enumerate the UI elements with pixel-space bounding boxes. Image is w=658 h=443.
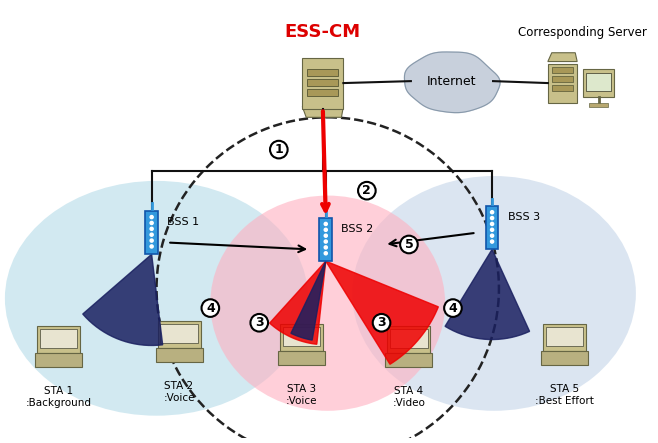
FancyBboxPatch shape	[157, 321, 201, 348]
Circle shape	[150, 245, 153, 248]
Circle shape	[324, 234, 327, 237]
Circle shape	[490, 228, 494, 231]
Circle shape	[324, 252, 327, 255]
Text: 3: 3	[255, 316, 264, 329]
FancyBboxPatch shape	[589, 103, 609, 107]
FancyBboxPatch shape	[302, 58, 343, 109]
Text: Corresponding Server: Corresponding Server	[518, 26, 647, 39]
Circle shape	[358, 182, 376, 199]
FancyBboxPatch shape	[145, 211, 158, 254]
Circle shape	[490, 210, 494, 214]
FancyBboxPatch shape	[278, 351, 325, 365]
Circle shape	[400, 236, 418, 253]
Circle shape	[324, 240, 327, 243]
FancyBboxPatch shape	[543, 324, 586, 351]
Text: STA 5
:Best Effort: STA 5 :Best Effort	[535, 385, 594, 406]
Ellipse shape	[5, 181, 308, 416]
Polygon shape	[548, 53, 577, 62]
Polygon shape	[326, 261, 438, 364]
Text: 2: 2	[363, 184, 371, 197]
Circle shape	[150, 222, 153, 225]
FancyBboxPatch shape	[486, 206, 499, 249]
Text: STA 3
:Voice: STA 3 :Voice	[286, 385, 317, 406]
Circle shape	[251, 314, 268, 331]
Polygon shape	[405, 52, 500, 113]
Polygon shape	[445, 249, 530, 339]
Text: 5: 5	[405, 238, 413, 251]
Ellipse shape	[352, 176, 636, 411]
Circle shape	[324, 246, 327, 249]
Text: 4: 4	[449, 302, 457, 315]
Ellipse shape	[211, 195, 445, 411]
FancyBboxPatch shape	[386, 353, 432, 367]
Circle shape	[150, 239, 153, 242]
Circle shape	[201, 299, 219, 317]
Circle shape	[270, 141, 288, 159]
Circle shape	[324, 222, 327, 225]
FancyBboxPatch shape	[319, 218, 332, 261]
Text: Internet: Internet	[427, 74, 477, 88]
FancyBboxPatch shape	[552, 67, 573, 73]
FancyBboxPatch shape	[283, 326, 320, 346]
FancyBboxPatch shape	[552, 85, 573, 91]
Text: STA 1
:Background: STA 1 :Background	[26, 386, 91, 408]
Circle shape	[324, 228, 327, 231]
FancyBboxPatch shape	[546, 326, 583, 346]
Circle shape	[150, 233, 153, 236]
Text: 4: 4	[206, 302, 215, 315]
Circle shape	[444, 299, 462, 317]
FancyBboxPatch shape	[548, 63, 577, 103]
Circle shape	[490, 217, 494, 220]
Polygon shape	[291, 261, 326, 340]
Polygon shape	[83, 254, 163, 346]
Text: 3: 3	[377, 316, 386, 329]
FancyBboxPatch shape	[36, 353, 82, 367]
Circle shape	[150, 216, 153, 219]
FancyBboxPatch shape	[390, 329, 428, 348]
FancyBboxPatch shape	[280, 324, 323, 351]
Circle shape	[490, 234, 494, 237]
FancyBboxPatch shape	[161, 324, 197, 343]
FancyBboxPatch shape	[40, 329, 77, 348]
FancyBboxPatch shape	[541, 351, 588, 365]
Circle shape	[150, 227, 153, 230]
FancyBboxPatch shape	[307, 79, 338, 86]
Polygon shape	[270, 261, 326, 344]
Text: STA 4
:Video: STA 4 :Video	[392, 386, 425, 408]
Text: STA 2
:Voice: STA 2 :Voice	[163, 381, 195, 403]
FancyBboxPatch shape	[37, 326, 80, 353]
FancyBboxPatch shape	[307, 70, 338, 76]
FancyBboxPatch shape	[552, 76, 573, 82]
FancyBboxPatch shape	[583, 70, 615, 97]
FancyBboxPatch shape	[155, 348, 203, 362]
Text: ESS-CM: ESS-CM	[285, 23, 361, 41]
Circle shape	[490, 222, 494, 225]
Circle shape	[490, 240, 494, 243]
Text: 1: 1	[274, 143, 283, 156]
Text: BSS 2: BSS 2	[342, 224, 374, 234]
Text: BSS 1: BSS 1	[167, 217, 199, 227]
Circle shape	[372, 314, 390, 331]
Polygon shape	[302, 107, 343, 117]
FancyBboxPatch shape	[388, 326, 430, 353]
Text: BSS 3: BSS 3	[508, 212, 540, 222]
FancyBboxPatch shape	[307, 89, 338, 96]
FancyBboxPatch shape	[586, 73, 611, 91]
